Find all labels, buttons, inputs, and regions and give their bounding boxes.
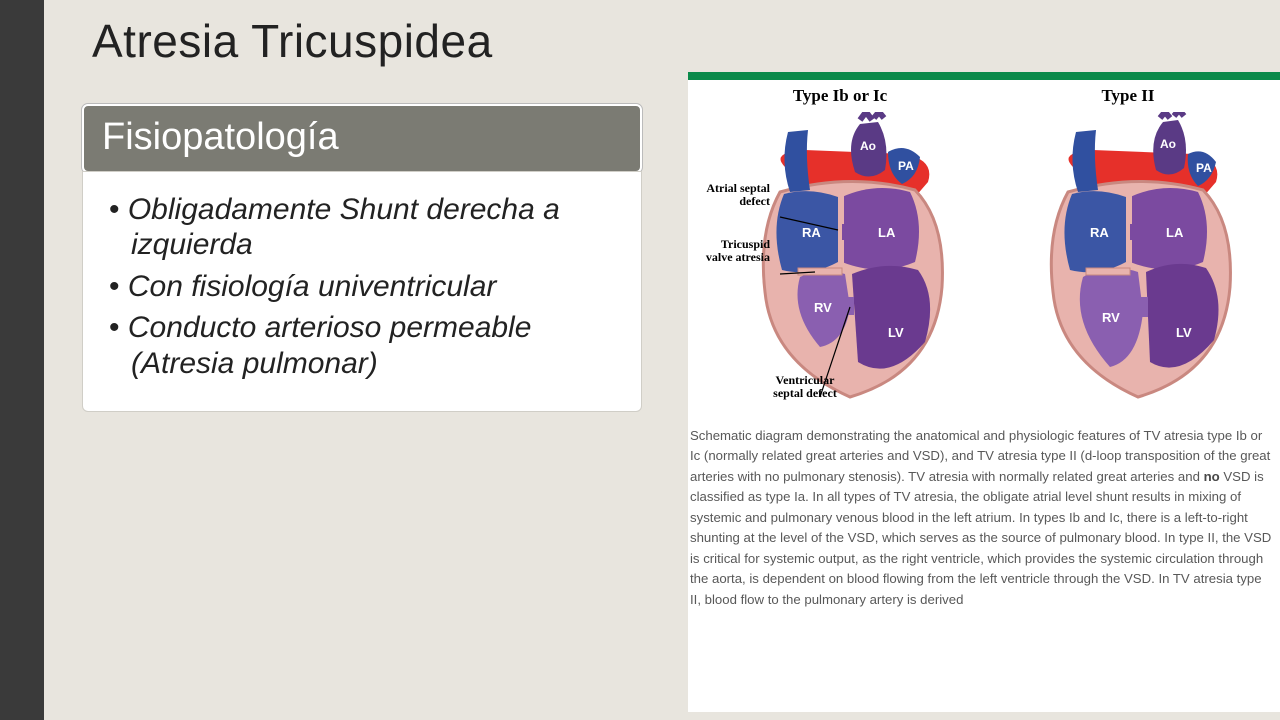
diagram-title: Type II xyxy=(988,86,1268,106)
sidebar-stripe xyxy=(0,0,44,720)
svg-text:LA: LA xyxy=(1166,225,1184,240)
svg-text:RA: RA xyxy=(1090,225,1109,240)
figure-panel: Type Ib or Ic Atrial septal defect Tricu… xyxy=(688,72,1280,712)
svg-text:Ao: Ao xyxy=(1160,137,1176,151)
label-rv: RV xyxy=(814,300,832,315)
figure-accent-bar xyxy=(688,72,1280,80)
heart-diagram-svg: RA LA RV LV Ao PA xyxy=(998,112,1258,412)
annotation-tva: Tricuspid valve atresia xyxy=(696,238,770,264)
content-panel: Fisiopatología Obligadamente Shunt derec… xyxy=(82,104,642,412)
bullet-list: Obligadamente Shunt derecha a izquierda … xyxy=(109,192,627,381)
section-header: Fisiopatología xyxy=(82,104,642,173)
bullet-item: Obligadamente Shunt derecha a izquierda xyxy=(109,192,627,263)
svg-text:LV: LV xyxy=(1176,325,1192,340)
diagram-row: Type Ib or Ic Atrial septal defect Tricu… xyxy=(688,86,1280,412)
figure-caption: Schematic diagram demonstrating the anat… xyxy=(688,412,1280,610)
bullet-list-container: Obligadamente Shunt derecha a izquierda … xyxy=(82,171,642,412)
bullet-item: Conducto arterioso permeable (Atresia pu… xyxy=(109,310,627,381)
annotation-vsd: Ventricular septal defect xyxy=(760,374,850,400)
svg-text:PA: PA xyxy=(1196,161,1212,175)
diagram-title: Type Ib or Ic xyxy=(700,86,980,106)
diagram-type-ii: Type II RA LA xyxy=(988,86,1268,412)
label-la: LA xyxy=(878,225,896,240)
annotation-asd: Atrial septal defect xyxy=(696,182,770,208)
label-lv: LV xyxy=(888,325,904,340)
diagram-type-ib-ic: Type Ib or Ic Atrial septal defect Tricu… xyxy=(700,86,980,412)
label-ao: Ao xyxy=(860,139,876,153)
label-pa: PA xyxy=(898,159,914,173)
svg-text:RV: RV xyxy=(1102,310,1120,325)
bullet-item: Con fisiología univentricular xyxy=(109,269,627,304)
label-ra: RA xyxy=(802,225,821,240)
slide-title: Atresia Tricuspidea xyxy=(92,14,493,68)
